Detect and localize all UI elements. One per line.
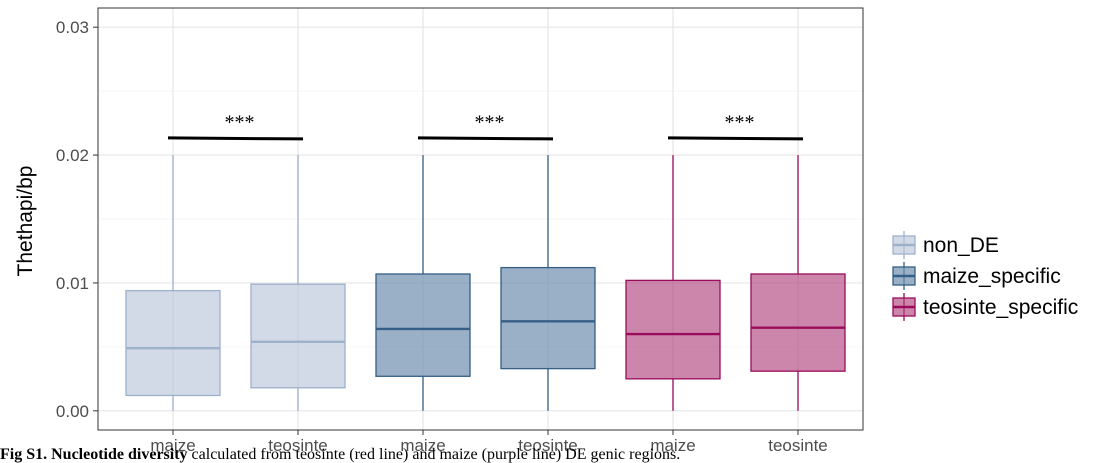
legend-item: teosinte_specific <box>892 293 1078 321</box>
box-1 <box>250 155 346 411</box>
x-tick-label: teosinte <box>768 436 828 455</box>
x-tick-label: teosinte <box>268 436 328 455</box>
box-iqr <box>500 266 596 370</box>
significance-bar <box>667 136 804 141</box>
box-2 <box>375 155 471 411</box>
box-4 <box>625 155 721 411</box>
x-tick-label: maize <box>150 436 195 455</box>
y-axis-title: Thethapi/bp <box>14 166 37 277</box>
y-axis: 0.00 0.01 0.02 0.03 <box>56 18 98 421</box>
significance-label: *** <box>475 111 505 133</box>
y-tick-label: 0.01 <box>56 274 89 293</box>
x-axis: maize teosinte maize teosinte maize teosinte <box>150 430 828 455</box>
legend-item: maize_specific <box>892 262 1061 290</box>
significance-label: *** <box>725 111 755 133</box>
caption-bold: Fig S1. Nucleotide diversity <box>0 446 188 463</box>
box-iqr <box>250 283 346 389</box>
significance-bar <box>167 136 304 141</box>
legend: non_DE maize_specific teosinte_specific <box>892 231 1078 321</box>
plot-panel-border <box>97 7 864 431</box>
x-tick-label: maize <box>400 436 445 455</box>
significance-annotations: *** *** *** <box>167 111 804 141</box>
x-tick-label: teosinte <box>518 436 578 455</box>
legend-label: maize_specific <box>923 265 1061 288</box>
box-5 <box>750 155 846 411</box>
box-0 <box>125 155 221 411</box>
box-iqr <box>375 273 471 377</box>
x-tick-label: maize <box>650 436 695 455</box>
caption-text: calculated from teosinte (red line) and … <box>187 446 681 463</box>
box-3 <box>500 155 596 411</box>
box-iqr <box>750 273 846 372</box>
y-tick-label: 0.02 <box>56 146 89 165</box>
significance-bar <box>417 136 554 141</box>
legend-label: non_DE <box>923 234 999 257</box>
box-iqr <box>125 289 221 397</box>
legend-label: teosinte_specific <box>923 296 1078 319</box>
legend-item: non_DE <box>892 231 999 259</box>
figure-caption: Fig S1. Nucleotide diversity calculated … <box>0 446 1120 463</box>
box-iqr <box>625 279 721 380</box>
significance-label: *** <box>225 111 255 133</box>
y-tick-label: 0.00 <box>56 402 89 421</box>
box-series <box>125 155 846 411</box>
y-tick-label: 0.03 <box>56 18 89 37</box>
